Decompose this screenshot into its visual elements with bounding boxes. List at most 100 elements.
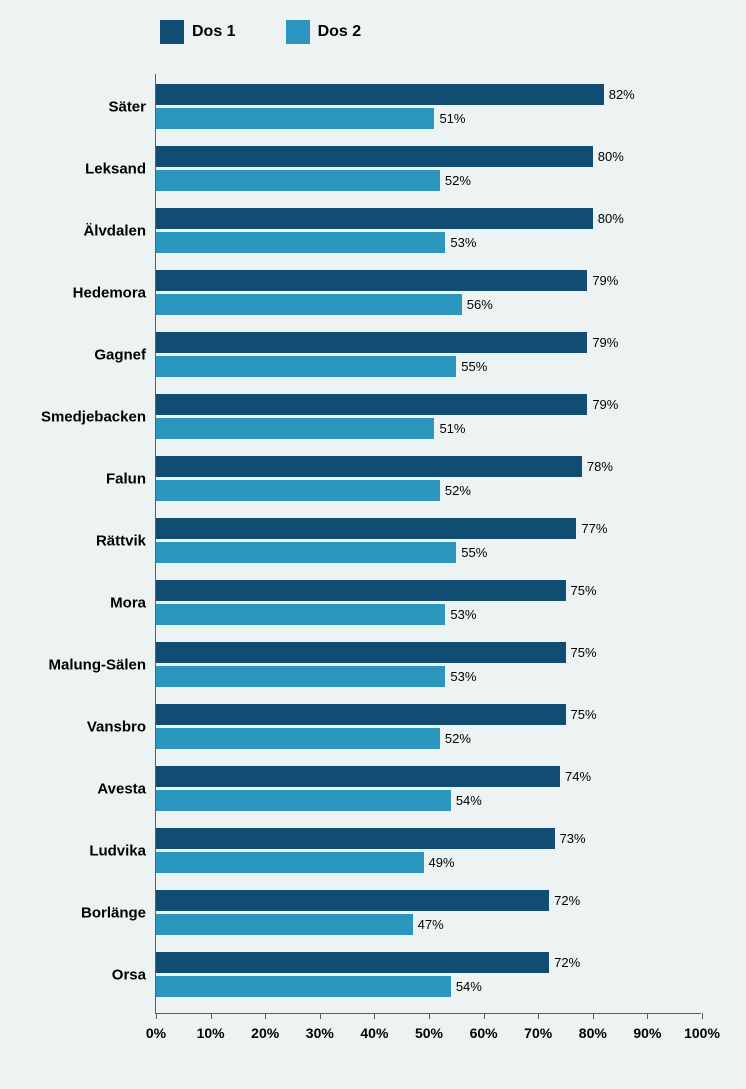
x-axis-tick — [429, 1013, 430, 1019]
category-label: Leksand — [26, 160, 156, 177]
bar-value-label: 55% — [461, 359, 487, 374]
category-label: Avesta — [26, 780, 156, 797]
bar-dos1 — [156, 394, 587, 415]
bar-dos1 — [156, 952, 549, 973]
chart-legend: Dos 1 Dos 2 — [0, 0, 746, 54]
bar-dos2 — [156, 790, 451, 811]
bar-value-label: 52% — [445, 483, 471, 498]
bar-value-label: 75% — [571, 645, 597, 660]
chart-group: Orsa72%54% — [156, 952, 701, 997]
chart-group: Hedemora79%56% — [156, 270, 701, 315]
bar-dos1 — [156, 580, 566, 601]
bar-dos1 — [156, 766, 560, 787]
bar-dos2 — [156, 418, 434, 439]
bar-value-label: 56% — [467, 297, 493, 312]
bar-dos1 — [156, 828, 555, 849]
chart-group: Mora75%53% — [156, 580, 701, 625]
bar-dos1 — [156, 518, 576, 539]
bar-value-label: 72% — [554, 955, 580, 970]
category-label: Smedjebacken — [26, 408, 156, 425]
bar-value-label: 79% — [592, 273, 618, 288]
x-axis-tick-label: 30% — [306, 1025, 334, 1041]
bar-value-label: 72% — [554, 893, 580, 908]
bar-value-label: 77% — [581, 521, 607, 536]
bar-dos2 — [156, 852, 424, 873]
bar-value-label: 53% — [450, 607, 476, 622]
category-label: Säter — [26, 98, 156, 115]
bar-value-label: 75% — [571, 583, 597, 598]
x-axis-tick — [265, 1013, 266, 1019]
chart-group: Avesta74%54% — [156, 766, 701, 811]
x-axis-tick-label: 80% — [579, 1025, 607, 1041]
category-label: Falun — [26, 470, 156, 487]
chart-container: Säter82%51%Leksand80%52%Älvdalen80%53%He… — [20, 64, 726, 1064]
bar-dos2 — [156, 480, 440, 501]
x-axis-tick-label: 70% — [524, 1025, 552, 1041]
bar-dos1 — [156, 456, 582, 477]
category-label: Mora — [26, 594, 156, 611]
bar-dos1 — [156, 146, 593, 167]
bar-dos2 — [156, 108, 434, 129]
chart-group: Borlänge72%47% — [156, 890, 701, 935]
bar-dos2 — [156, 666, 445, 687]
x-axis-tick — [593, 1013, 594, 1019]
bar-dos2 — [156, 170, 440, 191]
bar-dos2 — [156, 976, 451, 997]
chart-group: Falun78%52% — [156, 456, 701, 501]
chart-group: Säter82%51% — [156, 84, 701, 129]
x-axis-tick — [647, 1013, 648, 1019]
category-label: Ludvika — [26, 842, 156, 859]
x-axis-tick — [320, 1013, 321, 1019]
bar-value-label: 52% — [445, 173, 471, 188]
bar-value-label: 54% — [456, 979, 482, 994]
category-label: Vansbro — [26, 718, 156, 735]
category-label: Malung-Sälen — [26, 656, 156, 673]
bar-value-label: 54% — [456, 793, 482, 808]
bar-value-label: 55% — [461, 545, 487, 560]
bar-value-label: 82% — [609, 87, 635, 102]
x-axis-tick-label: 60% — [470, 1025, 498, 1041]
legend-label-dos1: Dos 1 — [192, 23, 236, 41]
category-label: Gagnef — [26, 346, 156, 363]
category-label: Hedemora — [26, 284, 156, 301]
category-label: Älvdalen — [26, 222, 156, 239]
x-axis-tick-label: 10% — [197, 1025, 225, 1041]
bar-value-label: 51% — [439, 421, 465, 436]
bar-value-label: 75% — [571, 707, 597, 722]
bar-dos2 — [156, 604, 445, 625]
chart-group: Älvdalen80%53% — [156, 208, 701, 253]
x-axis-tick-label: 100% — [684, 1025, 720, 1041]
bar-value-label: 53% — [450, 235, 476, 250]
x-axis-tick-label: 50% — [415, 1025, 443, 1041]
bar-dos2 — [156, 728, 440, 749]
category-label: Rättvik — [26, 532, 156, 549]
chart-group: Gagnef79%55% — [156, 332, 701, 377]
category-label: Borlänge — [26, 904, 156, 921]
legend-swatch-dos2 — [286, 20, 310, 44]
chart-group: Leksand80%52% — [156, 146, 701, 191]
x-axis-tick — [702, 1013, 703, 1019]
bar-dos1 — [156, 208, 593, 229]
bar-dos1 — [156, 704, 566, 725]
bar-value-label: 80% — [598, 211, 624, 226]
bar-dos2 — [156, 914, 413, 935]
bar-dos1 — [156, 642, 566, 663]
bar-value-label: 52% — [445, 731, 471, 746]
bar-dos1 — [156, 270, 587, 291]
bar-dos2 — [156, 356, 456, 377]
x-axis-tick-label: 20% — [251, 1025, 279, 1041]
category-label: Orsa — [26, 966, 156, 983]
chart-plot-area: Säter82%51%Leksand80%52%Älvdalen80%53%He… — [155, 74, 701, 1014]
x-axis-tick — [211, 1013, 212, 1019]
legend-item-dos2: Dos 2 — [286, 20, 362, 44]
bar-value-label: 79% — [592, 335, 618, 350]
legend-swatch-dos1 — [160, 20, 184, 44]
bar-value-label: 51% — [439, 111, 465, 126]
x-axis-tick — [538, 1013, 539, 1019]
bar-dos2 — [156, 232, 445, 253]
legend-label-dos2: Dos 2 — [318, 23, 362, 41]
bar-value-label: 74% — [565, 769, 591, 784]
bar-dos1 — [156, 84, 604, 105]
x-axis-tick-label: 40% — [360, 1025, 388, 1041]
bar-value-label: 49% — [429, 855, 455, 870]
